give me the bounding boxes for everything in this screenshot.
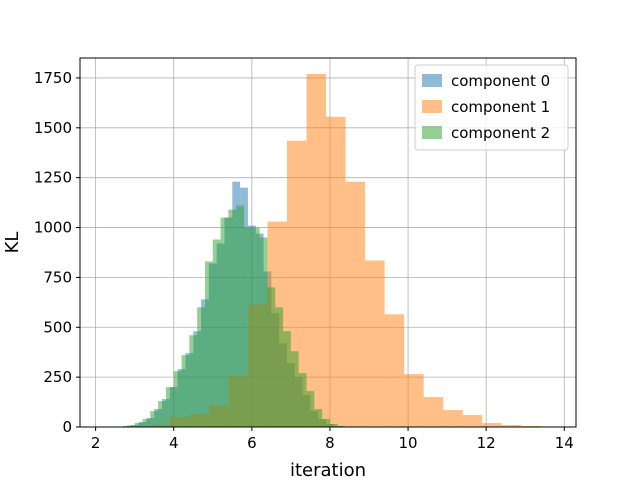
y-tick-label: 750 bbox=[43, 268, 72, 286]
histogram-bar bbox=[197, 307, 205, 427]
plot-frame bbox=[79, 57, 577, 428]
histogram-bar bbox=[126, 425, 135, 427]
histogram-bar bbox=[326, 116, 346, 427]
y-tick-label: 1750 bbox=[34, 69, 72, 87]
histogram-bar bbox=[189, 335, 198, 427]
legend: component 0 component 1 component 2 bbox=[414, 64, 569, 151]
histogram-bar bbox=[267, 287, 276, 427]
x-tick-label: 12 bbox=[477, 434, 496, 452]
histogram-bar bbox=[314, 409, 323, 427]
legend-swatch bbox=[422, 100, 442, 113]
histogram-bar bbox=[365, 260, 385, 427]
histogram-bar bbox=[134, 423, 143, 427]
y-tick-label: 0 bbox=[62, 418, 72, 436]
legend-swatch bbox=[422, 74, 442, 87]
histogram-bar bbox=[228, 209, 237, 427]
histogram-bar bbox=[204, 261, 213, 427]
histogram-bar bbox=[306, 73, 327, 427]
histogram-bar bbox=[443, 410, 463, 427]
y-tick-label: 500 bbox=[43, 318, 72, 336]
histogram-bar bbox=[345, 181, 366, 427]
histogram-bar bbox=[173, 371, 182, 427]
histogram-bar bbox=[462, 415, 483, 427]
histogram-bar bbox=[181, 355, 190, 427]
histogram-bar bbox=[290, 351, 299, 427]
histogram-bar bbox=[212, 239, 221, 427]
histogram-bar bbox=[306, 391, 315, 427]
histogram-bar bbox=[165, 387, 174, 427]
legend-label: component 2 bbox=[451, 124, 550, 142]
legend-label: component 0 bbox=[451, 72, 550, 90]
legend-box bbox=[414, 64, 569, 151]
histogram-bar bbox=[220, 217, 229, 427]
y-tick-label: 250 bbox=[43, 368, 72, 386]
histogram-bar bbox=[142, 419, 151, 427]
histogram-bar bbox=[275, 307, 284, 427]
x-tick-label: 4 bbox=[169, 434, 179, 452]
legend-label: component 1 bbox=[451, 98, 550, 116]
histogram-bar bbox=[329, 424, 338, 427]
series-2-bars bbox=[119, 205, 346, 427]
y-tick-label: 1500 bbox=[34, 119, 72, 137]
y-axis-label: KL bbox=[2, 232, 23, 254]
legend-swatch bbox=[422, 126, 442, 139]
histogram-bar bbox=[501, 425, 522, 427]
histogram-bar bbox=[244, 227, 252, 427]
x-tick-label: 6 bbox=[247, 434, 257, 452]
y-tick-label: 1250 bbox=[34, 169, 72, 187]
histogram-bar bbox=[158, 401, 166, 427]
histogram-bar bbox=[259, 237, 268, 427]
histogram-bars bbox=[119, 73, 541, 427]
y-tick-label: 1000 bbox=[34, 219, 72, 237]
x-axis-label: iteration bbox=[290, 460, 366, 480]
x-tick-label: 10 bbox=[399, 434, 418, 452]
axis-ticks: 2 4 6 8 10 12 14 0 250 500 750 1000 1250 1500 1750 bbox=[34, 69, 574, 452]
histogram-bar bbox=[384, 314, 405, 427]
histogram-bar bbox=[482, 423, 502, 427]
histogram-bar bbox=[150, 411, 159, 427]
histogram-bar bbox=[423, 397, 444, 427]
histogram-bar bbox=[251, 227, 260, 427]
x-tick-label: 14 bbox=[555, 434, 574, 452]
histogram-bar bbox=[298, 373, 307, 427]
histogram-bar bbox=[322, 419, 330, 427]
histogram-bar bbox=[404, 374, 424, 427]
histogram-bar bbox=[283, 331, 291, 427]
histogram-bar bbox=[236, 205, 245, 427]
x-tick-label: 8 bbox=[325, 434, 335, 452]
x-tick-label: 2 bbox=[91, 434, 101, 452]
